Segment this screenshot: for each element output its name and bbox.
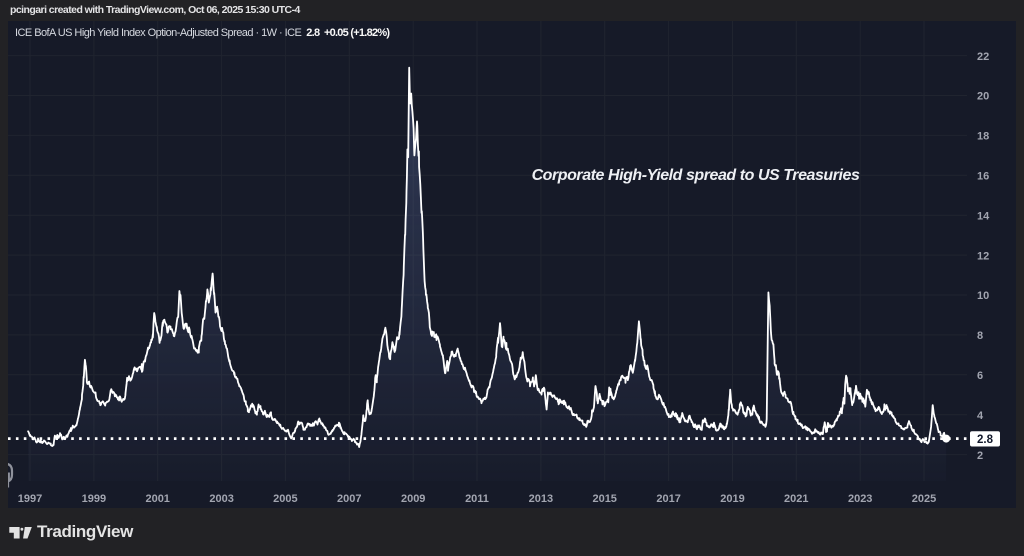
svg-text:4: 4 <box>977 410 984 422</box>
svg-text:2017: 2017 <box>656 493 680 505</box>
svg-text:2015: 2015 <box>592 493 616 505</box>
svg-text:2007: 2007 <box>337 493 361 505</box>
svg-text:2021: 2021 <box>784 493 808 505</box>
svg-text:20: 20 <box>977 91 989 103</box>
svg-text:2011: 2011 <box>465 493 489 505</box>
svg-text:2.8: 2.8 <box>977 434 994 446</box>
svg-text:2: 2 <box>977 450 983 462</box>
svg-text:8: 8 <box>977 330 983 342</box>
svg-text:2001: 2001 <box>145 493 169 505</box>
svg-text:1997: 1997 <box>18 493 42 505</box>
svg-text:6: 6 <box>977 370 983 382</box>
svg-text:14: 14 <box>977 210 990 222</box>
svg-text:12: 12 <box>977 250 989 262</box>
svg-text:2005: 2005 <box>273 493 297 505</box>
svg-text:10: 10 <box>977 290 989 302</box>
svg-text:2023: 2023 <box>848 493 872 505</box>
svg-text:2003: 2003 <box>209 493 233 505</box>
svg-text:2009: 2009 <box>401 493 425 505</box>
svg-text:22: 22 <box>977 51 989 63</box>
svg-text:2013: 2013 <box>529 493 553 505</box>
svg-text:2019: 2019 <box>720 493 744 505</box>
svg-text:16: 16 <box>977 171 989 183</box>
svg-text:18: 18 <box>977 131 989 143</box>
svg-text:1999: 1999 <box>82 493 106 505</box>
svg-text:2025: 2025 <box>912 493 936 505</box>
